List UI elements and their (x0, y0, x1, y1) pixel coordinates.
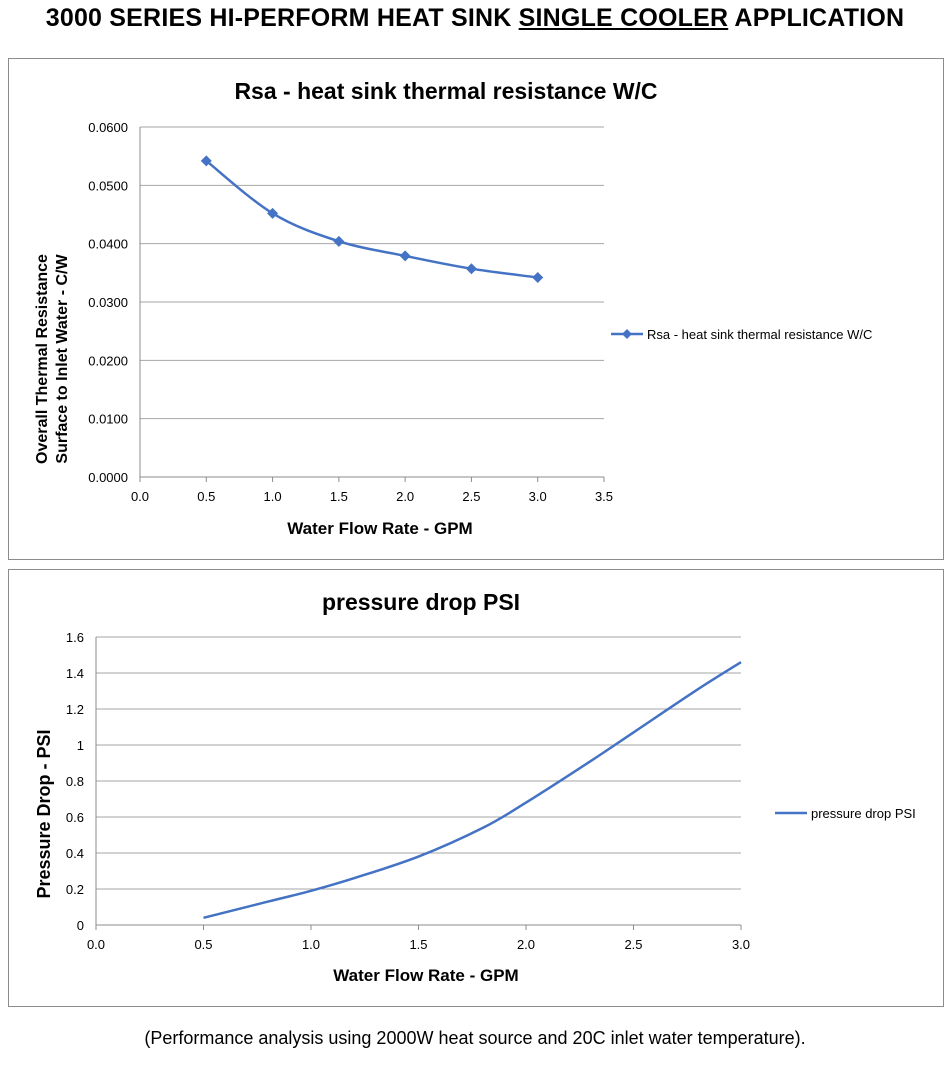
x-tick-label: 1.0 (264, 489, 282, 504)
legend-label: Rsa - heat sink thermal resistance W/C (647, 327, 872, 342)
page-title-suffix: APPLICATION (728, 4, 905, 32)
y-axis-label: Pressure Drop - PSI (34, 729, 54, 898)
data-point-marker (532, 272, 544, 283)
y-axis-label-line1: Overall Thermal Resistance (34, 254, 51, 464)
x-tick-label: 3.5 (595, 489, 613, 504)
y-tick-label: 0.8 (66, 774, 84, 789)
legend: pressure drop PSI (775, 806, 916, 821)
x-tick-label: 0.5 (197, 489, 215, 504)
page-title: 3000 SERIES HI-PERFORM HEAT SINK SINGLE … (0, 4, 950, 33)
page-title-prefix: 3000 SERIES HI-PERFORM HEAT SINK (45, 4, 519, 32)
thermal-resistance-chart: Rsa - heat sink thermal resistance W/C 0… (8, 58, 944, 560)
y-tick-label: 0 (77, 918, 84, 933)
x-tick-label: 2.0 (517, 937, 535, 952)
y-tick-label: 0.0000 (88, 470, 128, 485)
pressure-drop-chart-svg: pressure drop PSI 0 0.2 0.4 0.6 0.8 1 1.2 1.4 1.… (34, 589, 916, 985)
x-tick-label: 1.5 (330, 489, 348, 504)
page-title-underlined: SINGLE COOLER (518, 4, 729, 32)
x-tick-label: 0.0 (87, 937, 105, 952)
y-tick-label: 0.0500 (88, 178, 128, 193)
y-axis-label-line2: Surface to Inlet Water - C/W (54, 254, 71, 464)
thermal-resistance-chart-svg: Rsa - heat sink thermal resistance W/C 0… (34, 78, 872, 538)
y-tick-label: 0.0100 (88, 412, 128, 427)
y-tick-label: 0.4 (66, 846, 84, 861)
y-tick-label: 1.2 (66, 702, 84, 717)
legend-marker-diamond-icon (622, 329, 632, 339)
y-tick-label: 0.0600 (88, 120, 128, 135)
legend-label: pressure drop PSI (811, 806, 916, 821)
x-tick-label: 0.0 (131, 489, 149, 504)
x-tick-label: 0.5 (194, 937, 212, 952)
x-tick-label: 1.5 (409, 937, 427, 952)
x-tick-label: 3.0 (529, 489, 547, 504)
series-line (203, 661, 742, 920)
data-point-marker (333, 235, 345, 247)
series-line (205, 159, 538, 279)
y-tick-label: 0.0400 (88, 237, 128, 252)
data-point-marker (267, 207, 279, 219)
chart-title: pressure drop PSI (322, 589, 520, 615)
data-point-marker (399, 250, 411, 262)
chart-title: Rsa - heat sink thermal resistance W/C (234, 78, 657, 104)
y-tick-label: 0.0300 (88, 295, 128, 310)
data-point-marker (465, 263, 477, 275)
y-tick-label: 1 (77, 738, 84, 753)
y-tick-label: 1.6 (66, 630, 84, 645)
data-point-marker (200, 155, 212, 167)
x-tick-label: 1.0 (302, 937, 320, 952)
x-axis-label: Water Flow Rate - GPM (287, 519, 472, 538)
x-tick-label: 2.5 (462, 489, 480, 504)
y-tick-label: 0.6 (66, 810, 84, 825)
x-tick-label: 3.0 (732, 937, 750, 952)
x-axis-label: Water Flow Rate - GPM (333, 966, 518, 985)
y-tick-label: 0.0200 (88, 353, 128, 368)
x-tick-label: 2.5 (624, 937, 642, 952)
pressure-drop-chart: pressure drop PSI 0 0.2 0.4 0.6 0.8 1 1.2 1.4 1.… (8, 569, 944, 1007)
y-tick-label: 1.4 (66, 666, 84, 681)
y-tick-label: 0.2 (66, 882, 84, 897)
legend: Rsa - heat sink thermal resistance W/C (611, 327, 872, 342)
footnote: (Performance analysis using 2000W heat s… (144, 1028, 806, 1048)
x-tick-label: 2.0 (396, 489, 414, 504)
